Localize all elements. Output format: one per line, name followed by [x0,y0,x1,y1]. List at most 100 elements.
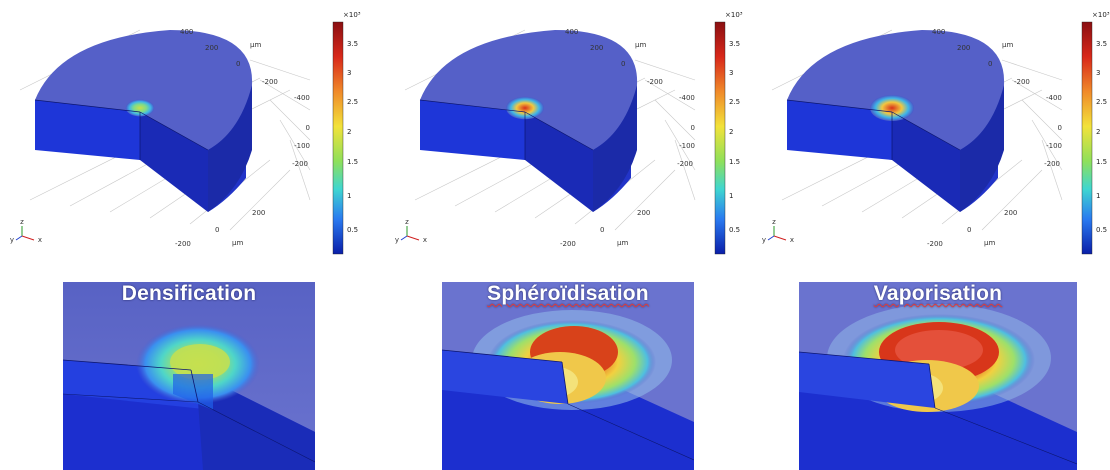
triad-label: y [762,236,766,244]
colorbar-gradient [1081,21,1093,255]
cut-face-left [787,100,892,160]
colorbar-tick-label: 3 [347,69,351,77]
axis-triad: z y x [10,218,42,244]
cut-face-right [892,112,960,212]
colorbar-tick-label: 1 [347,192,351,200]
axis-tick-label: -400 [679,94,695,102]
colorbar-tick-label: 1.5 [347,158,358,166]
colorbar-tick-label: 0.5 [729,226,740,234]
colorbar-tick-label: 1.5 [1096,158,1107,166]
cylinder-body [419,30,638,212]
colorbar-exponent: ×10³ [725,11,743,19]
zoom-panel-spheroidisation: Sphéroïdisation [442,282,694,470]
axis-tick-label: 0 [236,60,240,68]
axis-tick-label: 200 [1004,209,1017,217]
axis-tick-label: -100 [294,142,310,150]
zoom-title: Vaporisation [799,282,1077,306]
hot-spot [506,96,544,120]
axis-tick-label: 200 [590,44,603,52]
triad-label: x [38,236,42,244]
axis-tick-label: -200 [292,160,308,168]
zoom-title: Densification [121,282,257,305]
colorbar-tick-label: 3 [1096,69,1100,77]
colorbar-tick-label: 2.5 [347,98,358,106]
triad-label: z [20,218,24,226]
cut-face-left [420,100,525,160]
colorbar-tick-label: 2.5 [1096,98,1107,106]
top-surface [787,30,1005,150]
axis-unit-label: µm [232,239,243,247]
axis-unit-label: µm [635,41,646,49]
top-surface [420,30,638,150]
axis-tick-label: -400 [294,94,310,102]
axis-tick-label: 0 [967,226,971,234]
colorbar-tick-label: 3.5 [1096,40,1107,48]
simulation-panel-vaporisation: 400 200 0 -200 -400 µm 0 -100 -200 200 0 -200 µm z y x ×… [752,0,1110,268]
colorbar-tick-label: 3 [729,69,733,77]
colorbar-tick-label: 2.5 [729,98,740,106]
zoom-title: Sphéroïdisation [442,282,694,306]
zoom-title-text: Sphéroïdisation [487,282,649,305]
colorbar-tick-label: 2 [1096,128,1100,136]
axis-tick-label: 0 [215,226,219,234]
colorbar-tick-label: 1.5 [729,158,740,166]
triad-label: y [10,236,14,244]
axis-unit-label: µm [1002,41,1013,49]
colorbar-gradient [332,21,344,255]
triad-label: z [405,218,409,226]
axis-tick-label: 0 [306,124,310,132]
colorbar-tick-label: 2 [347,128,351,136]
hot-spot [870,95,914,121]
outer-wall [593,85,637,212]
axis-tick-label: -100 [1046,142,1062,150]
colorbar-tick-label: 3.5 [347,40,358,48]
zoom-render [799,282,1077,470]
zoom-render [442,282,694,470]
axis-tick-label: -200 [560,240,576,248]
zoom-title-text: Vaporisation [873,282,1003,305]
axis-tick-label: 200 [957,44,970,52]
top-surface [35,30,253,150]
colorbar-exponent: ×10³ [343,11,361,19]
zoom-render [63,282,315,470]
axis-tick-label: 200 [205,44,218,52]
axis-tick-label: -200 [175,240,191,248]
colorbar-tick-label: 1 [1096,192,1100,200]
simulation-panel-densification: 400 200 0 -200 -400 µm 0 -100 -200 200 0 -200 µm z y x ×… [0,0,365,268]
axis-tick-label: -200 [262,78,278,86]
triad-label: x [790,236,794,244]
axis-tick-label: 0 [600,226,604,234]
hot-spot [125,99,155,117]
axis-tick-label: 200 [252,209,265,217]
axis-tick-label: 0 [1058,124,1062,132]
axis-tick-label: -200 [647,78,663,86]
axis-tick-label: -200 [927,240,943,248]
axis-tick-label: -200 [677,160,693,168]
cylinder-body [34,30,253,212]
colorbar-tick-label: 0.5 [347,226,358,234]
colorbar-exponent: ×10³ [1092,11,1110,19]
axis-tick-label: 0 [691,124,695,132]
colorbar: ×10³ 3.5 3 2.5 2 1.5 1 0.5 [1081,11,1110,255]
triad-label: x [423,236,427,244]
colorbar-gradient [714,21,726,255]
simulation-panel-spheroidisation: 400 200 0 -200 -400 µm 0 -100 -200 200 0 -200 µm z y x ×… [385,0,750,268]
simulation-render: 400 200 0 -200 -400 µm 0 -100 -200 200 0 -200 µm z y x ×… [395,11,743,255]
axis-tick-label: 0 [621,60,625,68]
axis-tick-label: 400 [180,28,193,36]
colorbar: ×10³ 3.5 3 2.5 2 1.5 1 0.5 [332,11,361,255]
colorbar-tick-label: 3.5 [729,40,740,48]
cut-face-right [140,112,208,212]
axis-triad: z y x [395,218,427,244]
axis-tick-label: 200 [637,209,650,217]
zoom-panel-densification: Densification [63,282,315,470]
simulation-render: 400 200 0 -200 -400 µm 0 -100 -200 200 0 -200 µm z y x ×… [762,11,1110,255]
axis-unit-label: µm [250,41,261,49]
axis-tick-label: 400 [932,28,945,36]
axis-tick-label: -400 [1046,94,1062,102]
cut-face-left [35,100,140,160]
zoom-panel-vaporisation: Vaporisation [799,282,1077,470]
axis-unit-label: µm [617,239,628,247]
outer-wall [208,85,252,212]
simulation-render: 400 200 0 -200 -400 µm 0 -100 -200 200 0 -200 µm z y x ×… [10,11,361,255]
